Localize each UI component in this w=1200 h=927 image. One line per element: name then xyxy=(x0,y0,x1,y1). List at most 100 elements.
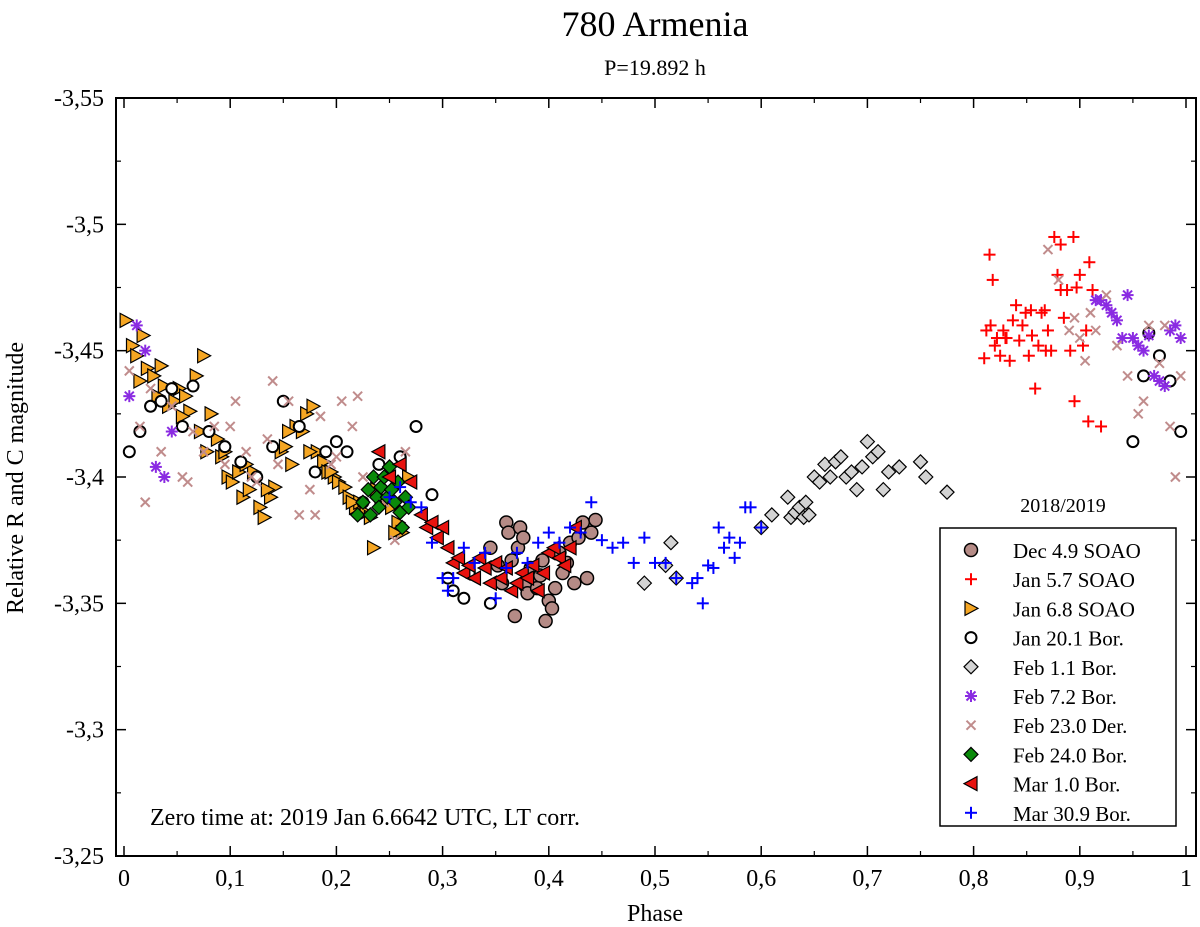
data-point xyxy=(331,451,342,462)
data-point xyxy=(1154,358,1165,369)
data-point xyxy=(1024,304,1037,317)
x-axis-label: Phase xyxy=(627,901,683,927)
data-point xyxy=(1116,332,1129,345)
y-tick-label: -3,35 xyxy=(54,591,104,617)
data-point xyxy=(434,519,450,536)
data-point xyxy=(372,457,386,471)
data-point xyxy=(1095,420,1108,433)
data-point xyxy=(383,491,396,504)
data-point xyxy=(122,445,136,459)
data-point xyxy=(178,388,194,405)
data-point xyxy=(535,565,551,582)
legend-label: Jan 6.8 SOAO xyxy=(1013,597,1135,621)
data-point xyxy=(149,460,162,473)
data-point xyxy=(400,446,411,457)
data-point xyxy=(423,514,439,531)
data-point xyxy=(175,408,191,425)
data-point xyxy=(917,469,934,485)
data-point xyxy=(260,481,276,498)
x-tick-label: 0,2 xyxy=(321,866,351,892)
legend-label: Feb 1.1 Bor. xyxy=(1013,656,1117,680)
data-point xyxy=(999,332,1012,345)
data-point xyxy=(309,509,321,521)
data-point xyxy=(404,496,417,509)
legend-marker xyxy=(964,631,978,645)
data-point xyxy=(606,541,619,554)
data-point xyxy=(584,525,599,540)
data-point xyxy=(1016,319,1029,332)
axis-ticks: 0 0,1 0,2 0,3 0,4 0,5 0,6 0,7 0,8 0,9 1 -3,55 -3,5 -3… xyxy=(54,86,1196,892)
legend-label: Dec 4.9 SOAO xyxy=(1013,539,1141,563)
data-point xyxy=(147,367,163,384)
data-point xyxy=(267,375,278,387)
legend-label: Feb 7.2 Bor. xyxy=(1013,685,1117,709)
data-point xyxy=(1101,289,1112,301)
data-point xyxy=(402,474,418,491)
data-point xyxy=(997,324,1010,337)
data-point xyxy=(155,446,167,457)
data-point xyxy=(154,394,168,408)
chart-subtitle: P=19.892 h xyxy=(604,55,706,80)
legend-item: Jan 5.7 SOAO xyxy=(965,568,1135,592)
data-point xyxy=(986,273,999,286)
data-point xyxy=(507,608,523,624)
data-point xyxy=(370,443,386,460)
data-point xyxy=(1111,340,1123,351)
data-point xyxy=(303,443,319,460)
legend-marker xyxy=(962,775,978,792)
data-point xyxy=(1159,320,1170,331)
data-point xyxy=(425,488,439,502)
legend-label: Mar 1.0 Bor. xyxy=(1013,773,1120,797)
y-tick-label: -3,55 xyxy=(54,86,104,112)
data-point xyxy=(357,471,369,483)
data-point xyxy=(755,521,768,534)
x-tick-label: 0,6 xyxy=(746,866,776,892)
data-point xyxy=(1133,408,1144,420)
data-point xyxy=(219,459,231,470)
data-point xyxy=(209,421,220,432)
data-point xyxy=(186,379,200,393)
data-point xyxy=(466,570,482,587)
legend-item: Feb 24.0 Bor. xyxy=(963,743,1127,767)
data-point xyxy=(574,526,587,539)
y-tick-label: -3,4 xyxy=(66,465,104,491)
data-point xyxy=(283,395,294,407)
data-point xyxy=(175,419,189,433)
legend-label: Jan 20.1 Bor. xyxy=(1013,627,1124,651)
data-point xyxy=(124,365,135,377)
data-point xyxy=(218,440,232,454)
data-point xyxy=(125,337,141,354)
data-point xyxy=(266,440,280,454)
data-point xyxy=(165,425,178,438)
legend-item: Feb 1.1 Bor. xyxy=(963,656,1117,680)
data-point xyxy=(158,471,171,483)
data-point xyxy=(1070,281,1083,294)
data-point xyxy=(123,390,136,403)
data-point xyxy=(204,405,220,422)
data-point xyxy=(564,521,577,534)
data-point xyxy=(336,395,347,407)
data-point xyxy=(253,499,269,516)
data-point xyxy=(425,536,438,549)
data-point xyxy=(140,497,151,508)
data-point xyxy=(547,580,563,596)
data-point xyxy=(415,501,428,514)
x-tick-label: 0,5 xyxy=(640,866,670,892)
zero-time-annotation: Zero time at: 2019 Jan 6.6642 UTC, LT co… xyxy=(150,805,580,831)
data-point xyxy=(1041,324,1054,337)
data-point xyxy=(154,357,170,374)
data-point xyxy=(294,509,305,521)
data-point xyxy=(561,539,577,556)
legend-item: Feb 23.0 Der. xyxy=(965,714,1127,738)
legend-marker xyxy=(965,690,977,702)
x-tick-label: 0,3 xyxy=(428,866,458,892)
data-point xyxy=(585,496,598,509)
data-point xyxy=(516,530,531,545)
legend-item: Jan 6.8 SOAO xyxy=(964,597,1135,621)
data-point xyxy=(556,557,572,574)
data-point xyxy=(519,570,535,587)
data-point xyxy=(696,597,709,610)
data-point xyxy=(340,445,354,459)
data-point xyxy=(801,507,817,523)
